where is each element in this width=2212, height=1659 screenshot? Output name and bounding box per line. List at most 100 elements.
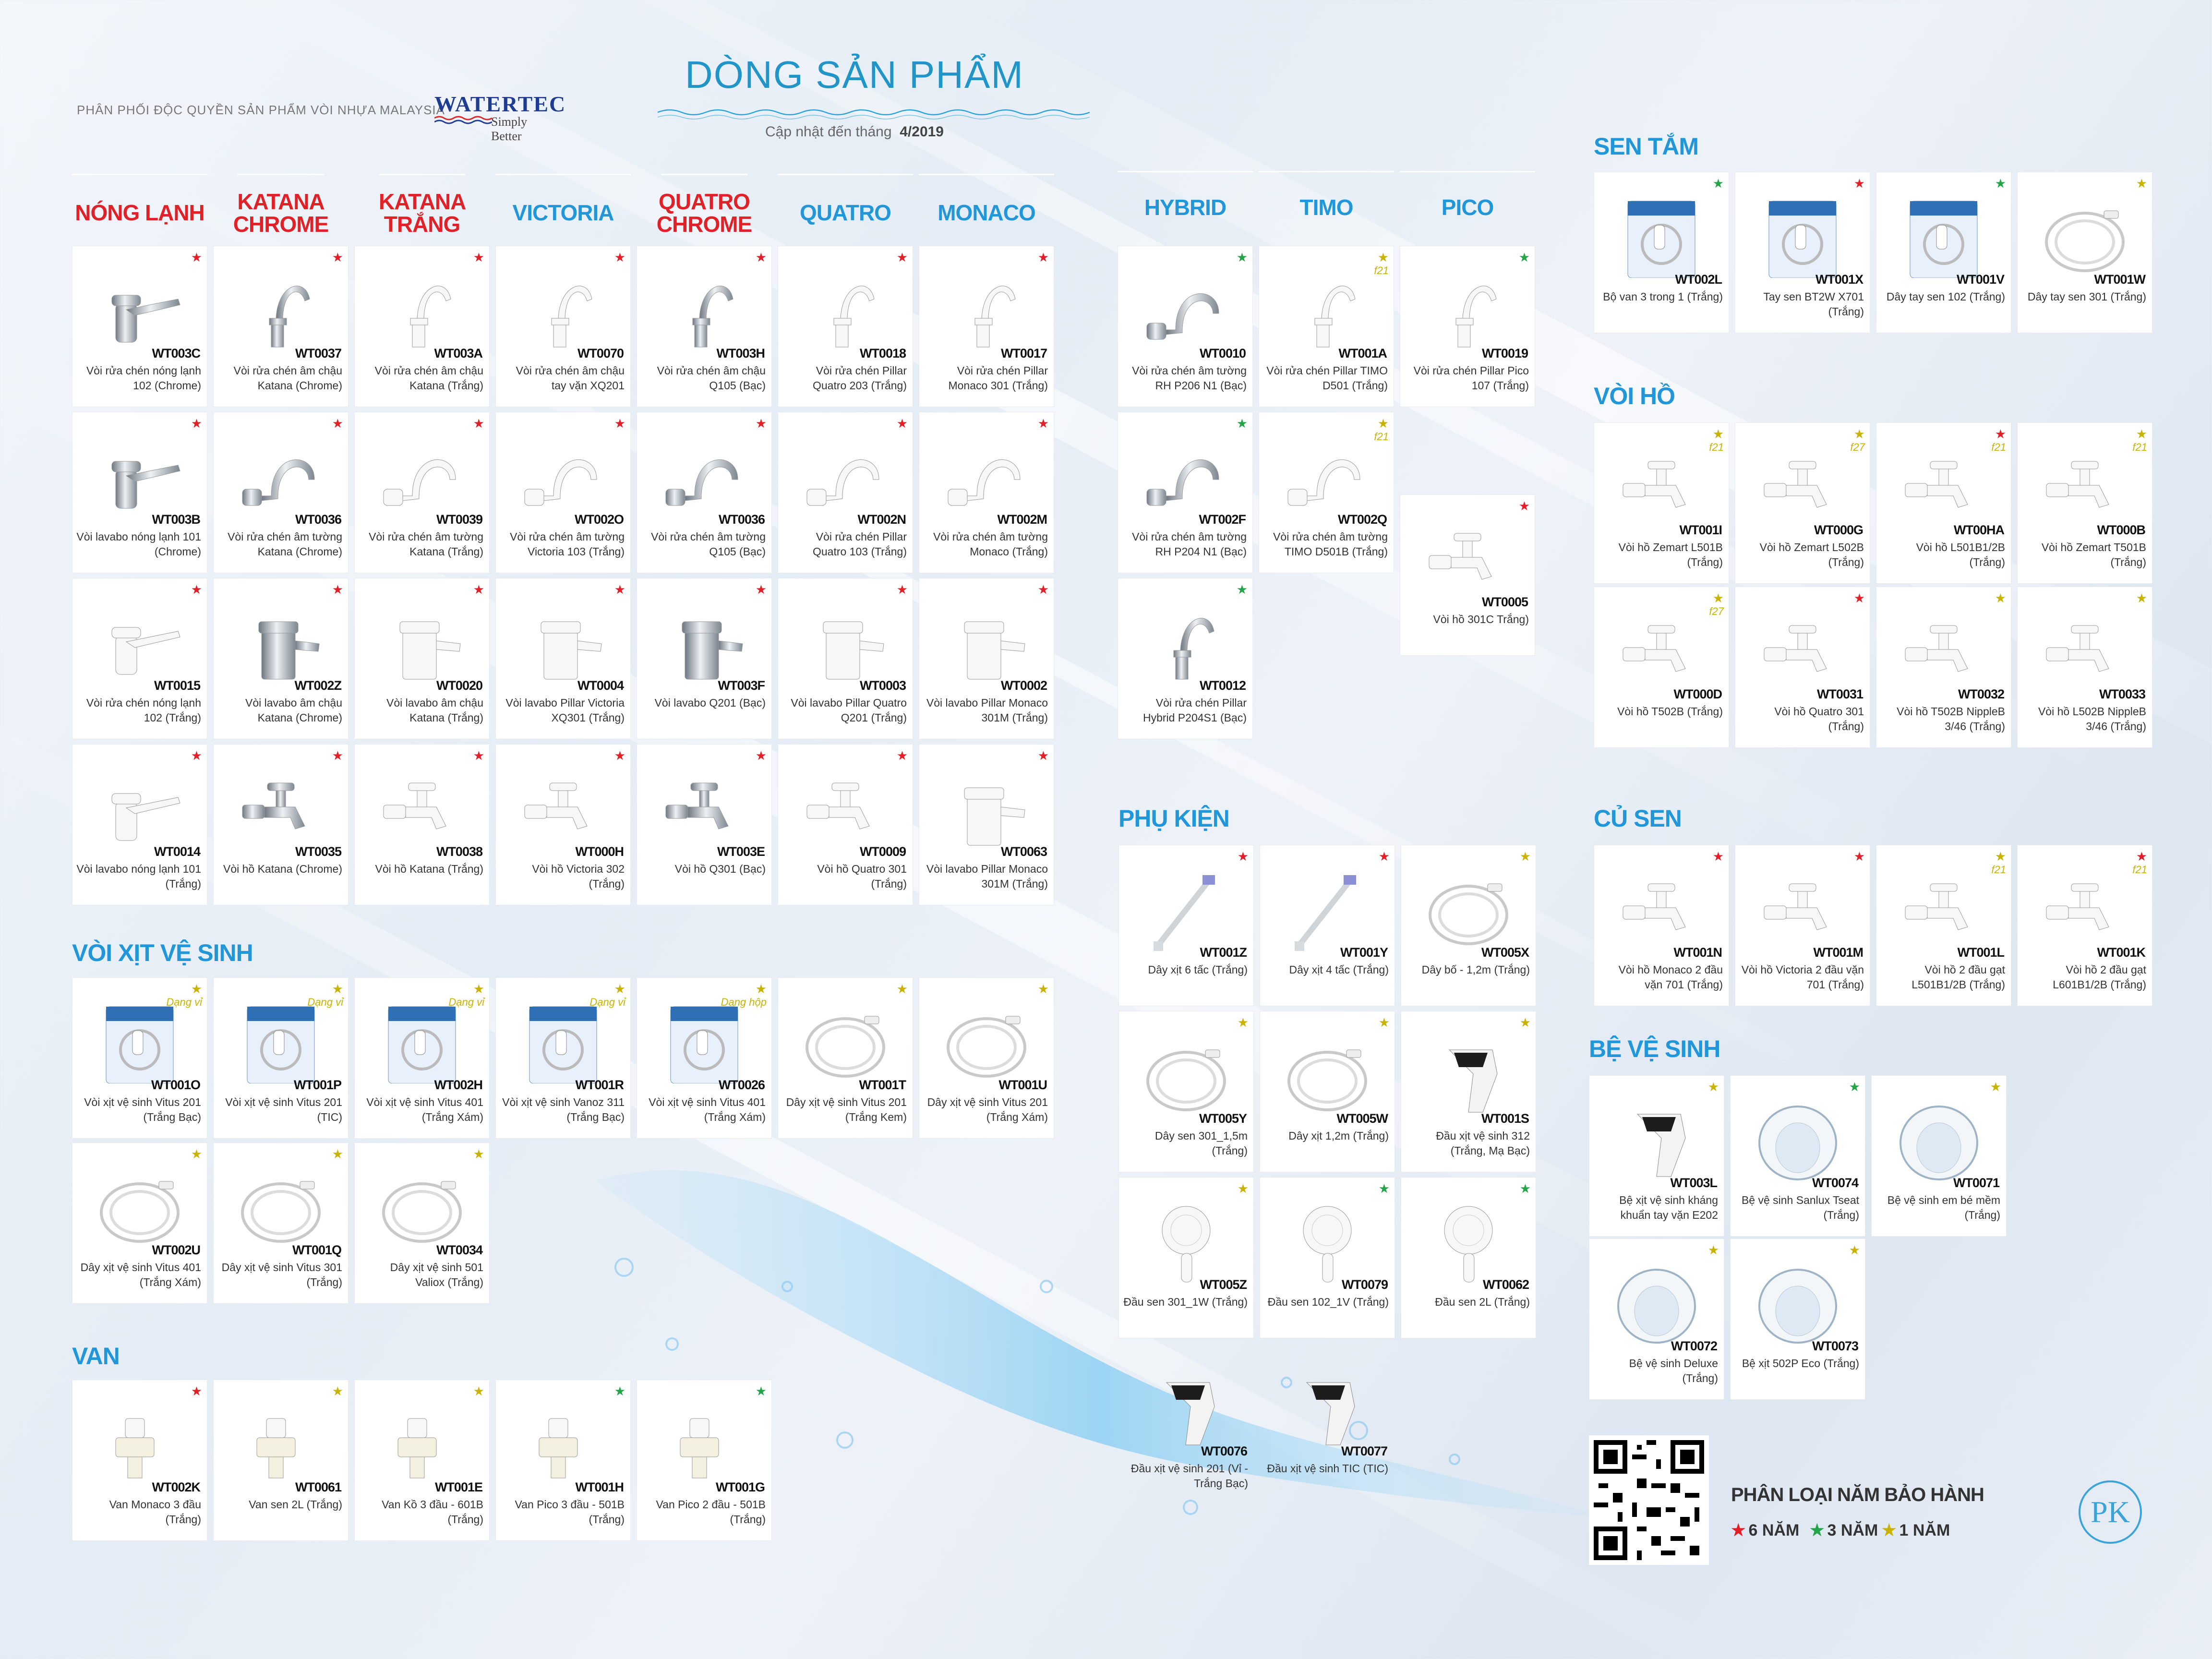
product-note: f21 <box>2132 441 2147 453</box>
logo-tagline: Simply Better <box>491 115 528 143</box>
legend-item: ★ 3 NĂM <box>1810 1521 1878 1540</box>
wall-white-faucet-icon <box>524 459 597 506</box>
warranty-star-icon: ★ <box>2136 849 2147 864</box>
product-card: ★ Dạng hộp WT0026 Vòi xịt vệ sinh Vitus 401… <box>637 977 772 1139</box>
toilet-seat-icon <box>1740 1095 1855 1181</box>
product-card: ★ WT001G Van Pico 2 đầu - 501B (Trắng) <box>637 1380 772 1541</box>
bidet-hose-icon <box>929 997 1044 1083</box>
warranty-star-icon: ★ <box>1037 582 1049 597</box>
product-description: Đầu xịt vệ sinh 201 (Vỉ - Trắng Bạc) <box>1130 1462 1248 1490</box>
warranty-star-icon: ★ <box>1995 591 2006 605</box>
product-note: Dạng vỉ <box>166 996 202 1008</box>
product-code: WT0036 <box>295 512 342 527</box>
product-code: WT003E <box>717 844 765 859</box>
product-card: ★ WT0004 Vòi lavabo Pillar Victoria XQ301 … <box>495 578 631 739</box>
product-description: Dây tay sen 301 (Trắng) <box>2027 290 2146 303</box>
bidet-spray-pack-icon <box>529 1006 597 1083</box>
garden-white-tap-icon <box>1410 514 1525 601</box>
product-code: WT003A <box>434 346 483 361</box>
product-card: ★ WT001Q Dây xịt vệ sinh Vitus 301 (Trắng) <box>213 1142 349 1304</box>
bidet-hose-icon <box>947 1016 1026 1078</box>
product-code: WT002N <box>857 512 906 527</box>
product-card: ★ Dạng vỉ WT002H Vòi xịt vệ sinh Vitus 401 … <box>354 977 490 1139</box>
wall-white-faucet-icon <box>505 432 621 518</box>
product-card: ★ WT0063 Vòi lavabo Pillar Monaco 301M (Tr… <box>919 744 1054 905</box>
garden-white-tap-icon <box>1764 461 1827 508</box>
bidet-spray-pack-icon <box>223 997 338 1083</box>
column-heading: QUATRO <box>778 174 913 251</box>
page-title: DÒNG SẢN PHẨM <box>685 53 1024 96</box>
product-card: ★ WT0009 Vòi hồ Quatro 301 (Trắng) <box>778 744 913 905</box>
product-card: ★ WT005Z Đầu sen 301_1W (Trắng) <box>1118 1177 1254 1338</box>
warranty-star-icon: ★ <box>896 748 908 763</box>
product-code: WT005Y <box>1199 1111 1247 1126</box>
product-description: Đầu sen 301_1W (Trắng) <box>1123 1296 1248 1308</box>
product-description: Dây xịt vệ sinh Vitus 201 (Trắng Xám) <box>927 1096 1048 1124</box>
garden-white-tap-icon <box>1905 625 1968 672</box>
product-card: WT0077 Đầu xịt vệ sinh TIC (TIC) <box>1259 1344 1394 1505</box>
warranty-star-icon: ★ <box>1853 427 1865 441</box>
product-card: ★ WT0015 Vòi rửa chén nóng lạnh 102 (Trắng… <box>72 578 207 739</box>
product-card: ★ WT0017 Vòi rửa chén Pillar Monaco 301 (T… <box>919 246 1054 407</box>
product-description: Bệ vệ sinh Sanlux Tseat (Trắng) <box>1741 1194 1859 1222</box>
bidet-head-icon <box>1166 1382 1215 1445</box>
warranty-star-icon: ★ <box>614 1384 625 1398</box>
product-description: Dây sen 301_1,5m (Trắng) <box>1154 1130 1248 1157</box>
product-card: ★ WT0034 Dây xịt vệ sinh 501 Valiox (Trắng… <box>354 1142 490 1304</box>
warranty-star-icon: ★ <box>1853 849 1865 864</box>
garden-white-tap-icon <box>2027 606 2142 693</box>
product-code: WT003H <box>716 346 765 361</box>
product-code: WT0018 <box>859 346 906 361</box>
angle-valve-icon <box>397 1418 437 1479</box>
product-note: Dạng hộp <box>721 996 767 1008</box>
swan-neck-white-faucet-icon <box>505 265 621 352</box>
column-heading: TIMO <box>1259 171 1394 243</box>
wall-chrome-faucet-icon <box>1146 459 1219 506</box>
product-description: Vòi rửa chén âm tường TIMO D501B (Trắng) <box>1273 530 1388 558</box>
product-note: f27 <box>1850 441 1865 453</box>
product-card: ★ WT003H Vòi rửa chén âm chậu Q105 (Bạc) <box>637 246 772 407</box>
product-description: Vòi hồ Katana (Trắng) <box>375 863 483 875</box>
product-code: WT001Z <box>1200 945 1247 960</box>
bidet-hose-icon <box>805 1016 885 1078</box>
product-code: WT0071 <box>1953 1176 2000 1190</box>
product-description: Vòi rửa chén Pillar Quatro 203 (Trắng) <box>812 364 907 392</box>
product-card: ★ WT005X Dây bố - 1,2m (Trắng) <box>1401 845 1536 1006</box>
product-description: Vòi rửa chén âm tường RH P204 N1 (Bạc) <box>1132 530 1247 558</box>
product-description: Vòi hồ T502B NippleB 3/46 (Trắng) <box>1897 705 2005 733</box>
garden-white-tap-icon <box>1764 625 1827 672</box>
product-description: Vòi lavabo âm chậu Katana (Chrome) <box>245 697 342 724</box>
product-card: ★ WT0014 Vòi lavabo nóng lạnh 101 (Trắng) <box>72 744 207 905</box>
product-card: ★ WT0012 Vòi rửa chén Pillar Hybrid P204S1… <box>1118 578 1253 739</box>
product-card: ★ WT0020 Vòi lavabo âm chậu Katana (Trắng) <box>354 578 490 739</box>
product-description: Vòi rửa chén âm tường Monaco (Trắng) <box>933 530 1048 558</box>
basin-white-faucet-icon <box>964 621 1025 680</box>
product-card: ★ WT001E Van Kồ 3 đầu - 601B (Trắng) <box>354 1380 490 1541</box>
product-card: ★ WT0002 Vòi lavabo Pillar Monaco 301M (Tr… <box>919 578 1054 739</box>
shower-set-box-icon <box>1627 201 1695 278</box>
product-card: ★ WT002M Vòi rửa chén âm tường Monaco (Trắ… <box>919 412 1054 573</box>
column-heading: KATANA TRẮNG <box>379 174 466 251</box>
product-code: WT005X <box>1481 945 1529 960</box>
product-card: ★ WT0061 Van sen 2L (Trắng) <box>213 1380 349 1541</box>
single-lever-white-faucet-icon <box>111 793 180 841</box>
product-code: WT000D <box>1673 687 1722 701</box>
product-code: WT001O <box>151 1078 201 1092</box>
product-code: WT001Y <box>1340 945 1388 960</box>
product-code: WT001Q <box>292 1243 342 1257</box>
product-description: Bệ vệ sinh em bé mềm (Trắng) <box>1887 1194 2000 1222</box>
product-card: ★ WT0010 Vòi rửa chén âm tường RH P206 N1 … <box>1118 246 1253 407</box>
wall-white-faucet-icon <box>788 432 903 518</box>
basin-white-faucet-icon <box>505 598 621 684</box>
product-code: WT0033 <box>2099 687 2146 701</box>
product-description: Vòi lavabo Pillar Quatro Q201 (Trắng) <box>791 697 907 724</box>
bidet-hose-icon <box>223 1162 338 1249</box>
basin-white-faucet-icon <box>964 787 1025 846</box>
warranty-star-icon: ★ <box>1853 176 1865 191</box>
product-note: f21 <box>1709 441 1724 453</box>
bidet-head-icon <box>1411 1031 1526 1117</box>
product-card: ★ WT0031 Vòi hồ Quatro 301 (Trắng) <box>1735 587 1870 748</box>
bidet-spray-pack-icon <box>82 997 197 1083</box>
product-card: ★ WT003E Vòi hồ Q301 (Bạc) <box>637 744 772 905</box>
warranty-star-icon: ★ <box>1037 416 1049 431</box>
